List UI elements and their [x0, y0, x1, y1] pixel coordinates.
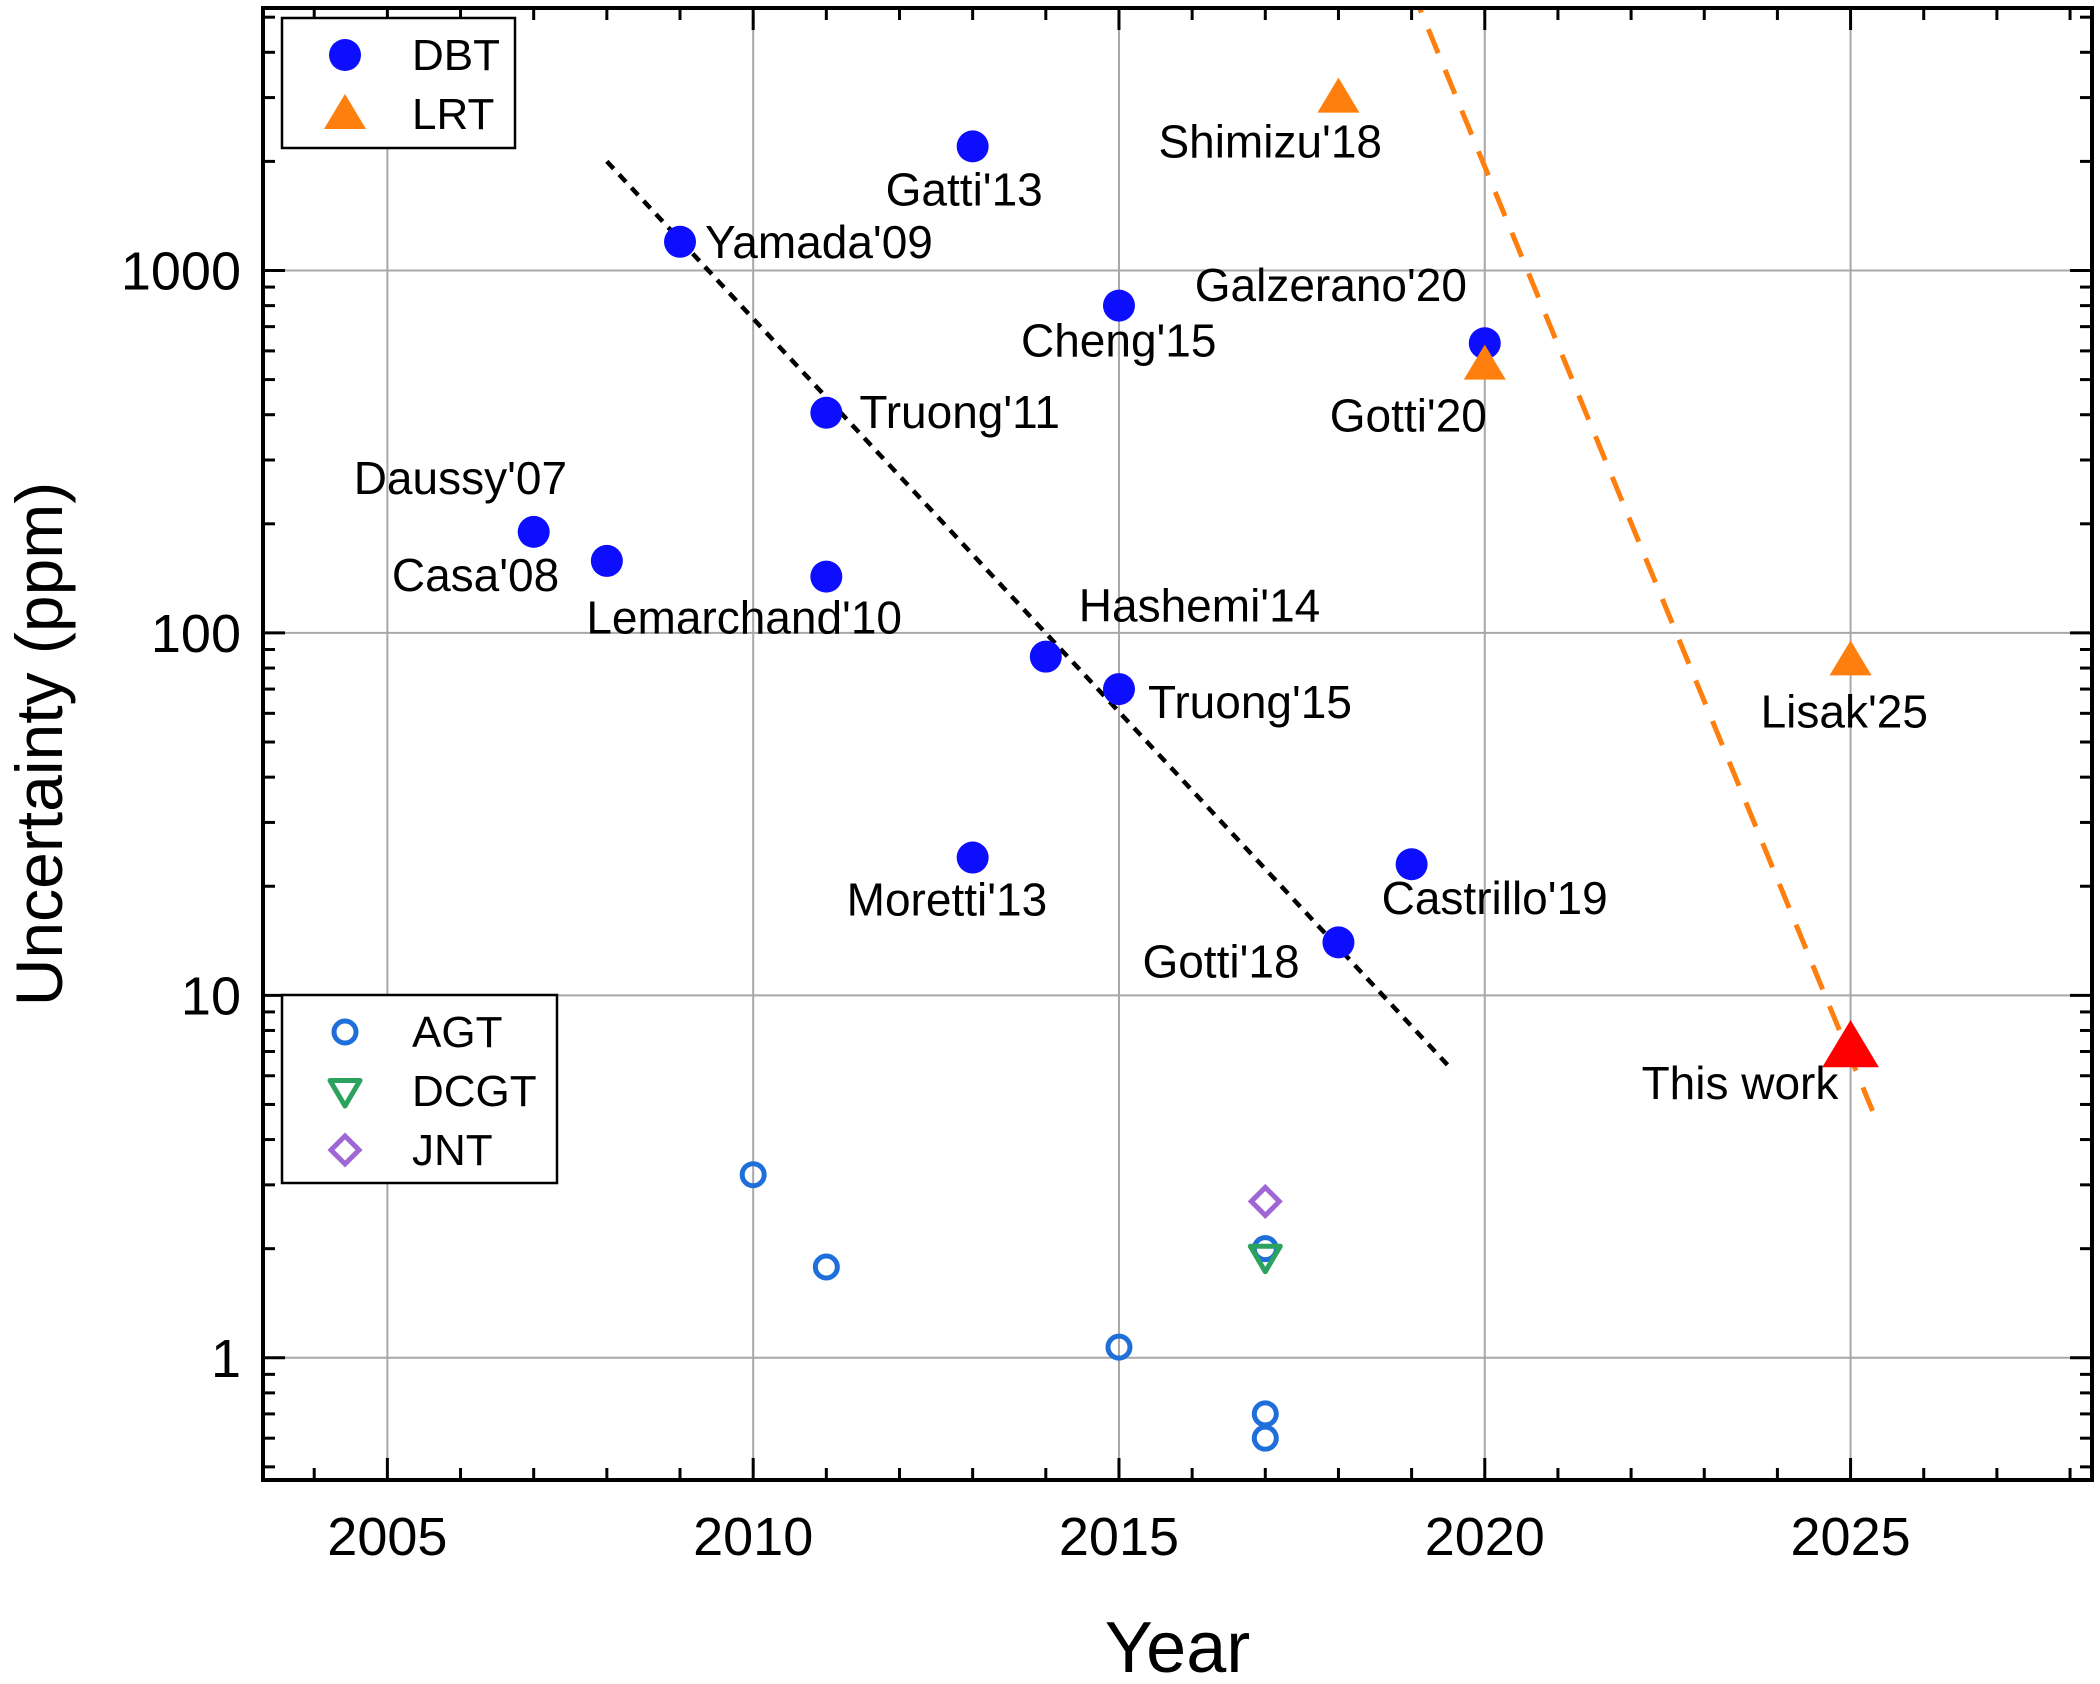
annotation-castrillo-19: Castrillo'19: [1382, 872, 1608, 924]
legends: DBT LRT AGT DCGT JNT: [280, 16, 559, 1185]
annotation-shimizu-18: Shimizu'18: [1158, 116, 1382, 168]
agt-point: [812, 1253, 840, 1281]
lrt-point-shimizu-18: [1317, 77, 1360, 113]
lrt-point-gotti-20: [1463, 344, 1506, 380]
dbt-point-daussy-07: [517, 515, 550, 548]
agt-point: [739, 1161, 767, 1189]
legend-marker-dbt: [329, 39, 361, 71]
legend-label-lrt: LRT: [412, 90, 494, 139]
dbt-point-galzerano-20: [1468, 327, 1501, 360]
legend-box: [280, 16, 517, 150]
legend-marker-agt: [331, 1018, 359, 1046]
annotation-cheng-15: Cheng'15: [1021, 315, 1216, 367]
legend-marker-jnt: [327, 1132, 363, 1168]
annotation-hashemi-14: Hashemi'14: [1079, 580, 1320, 632]
agt-point: [1251, 1400, 1279, 1428]
dbt-point-truong-15: [1102, 673, 1135, 706]
dbt-point-lemarchand-10: [810, 560, 843, 593]
grid-lines: [263, 8, 2092, 1480]
annotation-gotti-18: Gotti'18: [1142, 935, 1299, 987]
legend-label-dbt: DBT: [412, 31, 500, 80]
annotation-truong-15: Truong'15: [1148, 676, 1352, 728]
x-tick-label: 2025: [1791, 1507, 1911, 1567]
legend-lower-left: AGT DCGT JNT: [280, 993, 559, 1185]
dbt-point-truong-11: [810, 396, 843, 429]
dbt-point-gotti-18: [1322, 926, 1355, 959]
annotation-yamada-09: Yamada'09: [705, 216, 933, 268]
y-axis-title: Uncertainty (ppm): [2, 482, 76, 1007]
agt-point: [1251, 1424, 1279, 1452]
jnt-point: [1247, 1183, 1283, 1219]
legend-label-jnt: JNT: [412, 1126, 493, 1175]
annotation-daussy-07: Daussy'07: [354, 452, 567, 504]
trend-lines: [605, 8, 1875, 1112]
annotation-galzerano-20: Galzerano'20: [1195, 259, 1467, 311]
legend-box: [280, 993, 559, 1185]
dbt-point-yamada-09: [664, 225, 697, 258]
x-tick-label: 2015: [1059, 1507, 1179, 1567]
dotted-trend-line: [605, 159, 1450, 1068]
x-tick-label: 2010: [693, 1507, 813, 1567]
lrt-point-lisak-25: [1829, 640, 1872, 676]
annotation-this-work: This work: [1642, 1057, 1840, 1109]
legend-label-dcgt: DCGT: [412, 1067, 537, 1116]
dbt-point-hashemi-14: [1029, 640, 1062, 673]
legend-label-agt: AGT: [412, 1008, 502, 1057]
y-tick-label: 1000: [121, 241, 241, 301]
x-tick-label: 2020: [1425, 1507, 1545, 1567]
annotation-gatti-13: Gatti'13: [886, 163, 1043, 215]
annotation-lisak-25: Lisak'25: [1761, 685, 1928, 737]
data-points: [517, 77, 1879, 1452]
highlight-point-this-work: [1822, 1020, 1879, 1068]
agt-point: [1105, 1333, 1133, 1361]
dashed-trend-line: [1416, 8, 1875, 1112]
legend-marker-dcgt: [327, 1078, 363, 1109]
x-axis-title: Year: [1105, 1608, 1250, 1684]
legend-marker-lrt: [324, 94, 366, 129]
annotation-casa-08: Casa'08: [392, 549, 559, 601]
legend-top-left: DBT LRT: [280, 16, 517, 150]
axes: 2005 2010 2015 2020 2025 1 10 100 1000 Year Uncert…: [2, 6, 2094, 1684]
y-tick-label: 1: [211, 1329, 241, 1389]
annotation-gotti-20: Gotti'20: [1330, 390, 1487, 442]
y-tick-label: 10: [181, 966, 241, 1026]
dbt-point-cheng-15: [1102, 289, 1135, 322]
dbt-point-casa-08: [590, 544, 623, 577]
dbt-point-gatti-13: [956, 130, 989, 163]
dbt-point-castrillo-19: [1395, 848, 1428, 881]
dcgt-point: [1247, 1243, 1283, 1275]
point-annotations: Daussy'07 Casa'08 Yamada'09 Lemarchand'10 Tr…: [354, 116, 1928, 1109]
annotation-truong-11: Truong'11: [859, 386, 1060, 438]
dbt-point-moretti-13: [956, 841, 989, 874]
plot-frame: [261, 6, 2094, 1482]
x-tick-label: 2005: [327, 1507, 447, 1567]
annotation-lemarchand-10: Lemarchand'10: [586, 592, 902, 644]
y-tick-label: 100: [151, 604, 241, 664]
annotation-moretti-13: Moretti'13: [847, 874, 1048, 926]
